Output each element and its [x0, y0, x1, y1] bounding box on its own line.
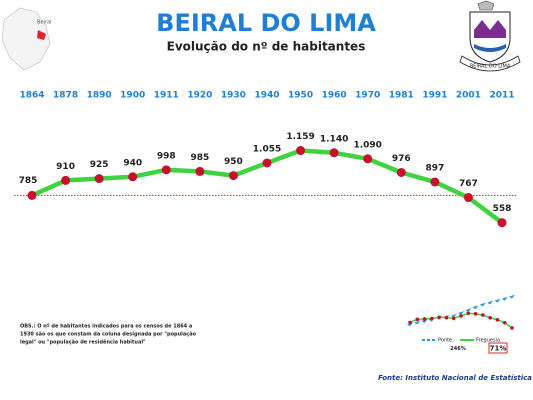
x-tick-label: 1970 — [355, 91, 380, 101]
data-label: 558 — [493, 204, 512, 214]
source: Fonte: Instituto Nacional de Estatística — [378, 374, 532, 382]
marker — [502, 320, 507, 325]
annotation: OBS.: O nº de habitantes indicados para … — [20, 324, 192, 330]
marker — [487, 300, 494, 305]
marker — [473, 312, 478, 316]
data-label: 940 — [123, 158, 142, 168]
marker — [408, 320, 412, 325]
x-tick-label: 2011 — [489, 91, 514, 101]
marker — [494, 298, 501, 303]
x-tick-label: 1864 — [19, 91, 44, 101]
x-tick-label: 1960 — [322, 91, 347, 101]
svg-text:Beiral: Beiral — [37, 20, 51, 26]
annotation: legal" ou "população de residência habit… — [20, 339, 146, 346]
x-tick-label: 1981 — [389, 91, 414, 101]
legend-label: Ponte — [438, 338, 452, 344]
annotation: 1930 são os que constam da coluna design… — [20, 332, 197, 338]
marker — [463, 193, 473, 203]
marker — [396, 167, 406, 177]
end-label: 246% — [450, 346, 465, 352]
data-label: 950 — [224, 157, 243, 167]
marker — [458, 311, 464, 315]
x-tick-label: 1920 — [187, 91, 212, 101]
data-label: 1.055 — [253, 145, 281, 155]
x-tick-label: 1890 — [87, 91, 112, 101]
marker — [430, 177, 440, 187]
marker — [329, 148, 339, 158]
data-label: 985 — [190, 153, 209, 163]
marker — [228, 171, 238, 181]
legend-label: Freguesia — [476, 338, 500, 344]
marker — [510, 326, 514, 330]
marker — [61, 175, 71, 185]
marker — [451, 316, 456, 321]
marker — [195, 166, 205, 176]
x-tick-label: 1930 — [221, 91, 246, 101]
marker — [481, 313, 485, 317]
marker — [501, 296, 508, 301]
data-label: 1.159 — [286, 132, 314, 142]
x-tick-label: 1950 — [288, 91, 313, 101]
marker — [495, 317, 500, 322]
data-label: 925 — [90, 160, 109, 170]
marker — [363, 154, 373, 164]
x-tick-label: 1878 — [53, 91, 78, 101]
highlight-box — [488, 342, 508, 354]
marker — [444, 315, 449, 320]
marker — [94, 174, 104, 184]
marker — [415, 317, 420, 322]
marker — [465, 308, 472, 313]
data-label: 976 — [392, 154, 411, 164]
chart-subtitle: Evolução do nº de habitantes — [167, 40, 366, 54]
x-tick-label: 1911 — [154, 91, 179, 101]
data-label: 767 — [459, 179, 478, 189]
x-tick-label: 2001 — [456, 91, 481, 101]
marker — [450, 313, 457, 318]
marker — [262, 158, 272, 168]
marker — [296, 146, 306, 156]
marker — [27, 190, 37, 200]
marker — [430, 316, 434, 321]
marker — [407, 322, 413, 327]
end-label: 71% — [490, 345, 507, 353]
marker — [488, 316, 492, 320]
map-icon: Beiral — [1, 7, 51, 71]
svg-text:BEIRAL DO LIMA: BEIRAL DO LIMA — [470, 64, 511, 70]
data-label: 1.140 — [320, 134, 348, 144]
chart-title: BEIRAL DO LIMA — [156, 9, 376, 37]
marker — [479, 302, 486, 307]
marker — [437, 315, 441, 320]
data-label: 998 — [157, 151, 176, 161]
marker — [466, 311, 471, 316]
marker — [422, 317, 427, 321]
marker — [509, 294, 515, 299]
x-tick-label: 1900 — [120, 91, 145, 101]
data-label: 910 — [56, 162, 75, 172]
data-label: 785 — [19, 176, 38, 186]
marker — [161, 165, 171, 175]
marker — [472, 305, 479, 310]
x-tick-label: 1940 — [254, 91, 279, 101]
marker — [497, 218, 507, 228]
marker — [459, 314, 463, 318]
marker — [414, 320, 421, 325]
marker — [421, 318, 428, 323]
crest: BEIRAL DO LIMA — [459, 0, 521, 72]
marker — [128, 172, 138, 182]
data-label: 897 — [425, 163, 444, 173]
data-label: 1.090 — [353, 140, 381, 150]
x-tick-label: 1991 — [422, 91, 447, 101]
